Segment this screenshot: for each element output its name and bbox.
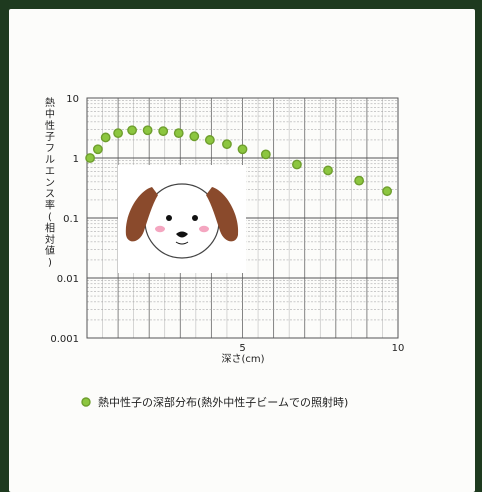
y-axis-label-char: 中 <box>45 107 55 120</box>
data-point <box>189 131 200 142</box>
data-point <box>113 128 124 139</box>
y-tick-label: 10 <box>66 94 79 105</box>
y-axis-label-char: ル <box>45 155 55 166</box>
y-tick-label: 0.01 <box>57 274 79 285</box>
data-point <box>237 144 248 155</box>
data-point <box>382 186 393 197</box>
legend-marker <box>81 397 91 407</box>
data-point <box>292 159 302 170</box>
y-axis-label-char: ) <box>48 258 52 269</box>
y-axis-label-char: 熱 <box>45 96 55 109</box>
y-ticks: 10 1 0.1 0.01 0.001 <box>50 94 79 345</box>
data-point <box>260 149 271 160</box>
dog-face-icon <box>118 165 246 273</box>
y-tick-label: 1 <box>73 154 79 165</box>
data-point <box>323 165 333 176</box>
y-axis-label-char: 相 <box>45 221 55 234</box>
data-point <box>85 153 96 163</box>
legend-label: 熱中性子の深部分布(熱外中性子ビームでの照射時) <box>98 395 348 409</box>
plot-frame <box>86 97 399 339</box>
data-point <box>92 144 103 155</box>
y-axis-label-char: 子 <box>45 131 55 143</box>
y-axis-label-char: フ <box>45 144 55 155</box>
x-tick-label: 5 <box>239 343 245 354</box>
y-axis-label-char: ス <box>45 189 55 200</box>
data-point <box>158 126 169 137</box>
y-axis-label-char: ( <box>48 212 52 223</box>
x-tick-label: 10 <box>392 343 405 354</box>
y-axis-label-char: ン <box>45 178 55 189</box>
y-axis-label-char: 対 <box>45 233 55 246</box>
data-point <box>222 139 232 150</box>
data-point <box>127 125 137 136</box>
x-ticks: 5 10 <box>239 343 404 354</box>
data-point <box>100 132 111 143</box>
data-point <box>204 135 215 145</box>
x-axis-label: 深さ(cm) <box>221 353 264 365</box>
y-tick-label: 0.001 <box>50 334 79 345</box>
data-point <box>142 125 153 136</box>
y-axis-label-char: 率 <box>45 199 55 212</box>
legend: 熱中性子の深部分布(熱外中性子ビームでの照射時) <box>81 395 348 409</box>
y-axis-label-char: エ <box>45 166 55 177</box>
data-point <box>173 128 184 139</box>
data-point <box>354 175 365 186</box>
y-axis-label-char: 性 <box>45 119 55 132</box>
y-axis-label-char: 値 <box>45 244 55 257</box>
y-tick-label: 0.1 <box>63 214 79 225</box>
data-points <box>85 125 393 197</box>
